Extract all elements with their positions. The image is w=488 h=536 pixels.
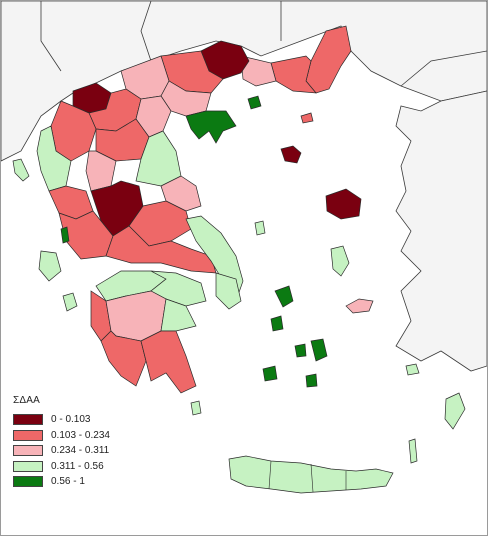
region-rodopi [270,55,317,94]
legend-swatch [13,476,43,488]
region-kefalonia [38,250,62,282]
region-kythira [190,400,202,416]
legend-swatch [13,429,43,441]
region-karpathos [408,438,418,464]
region-lesvos [325,188,362,220]
neighbour-border-lines [40,1,487,87]
legend-item: 0.103 - 0.234 [13,428,110,444]
region-thessaloniki [160,80,212,117]
region-cyclades-andros [274,285,294,308]
region-argolida [160,298,197,332]
region-samothraki [300,112,314,124]
region-lakonia [140,330,197,394]
region-chalkidiki [185,110,237,144]
region-skyros [254,220,266,236]
region-larisa [135,130,182,187]
region-limnos [280,145,302,164]
legend-label: 0.103 - 0.234 [51,429,110,441]
region-thasos [247,95,262,110]
legend-swatch [13,445,43,457]
legend-swatch [13,460,43,472]
region-cyclades-milos [262,365,278,382]
region-cyclades-paros [294,343,307,358]
region-lefkada [60,226,70,244]
legend: ΣΔΑΑ 0 - 0.103 0.103 - 0.234 0.234 - 0.311… [13,395,110,490]
legend-item: 0.56 - 1 [13,474,110,490]
region-crete [228,455,394,494]
legend-label: 0.311 - 0.56 [51,460,104,472]
region-corfu [12,158,30,182]
legend-title: ΣΔΑΑ [13,395,41,406]
legend-item: 0.234 - 0.311 [13,443,110,459]
crete-internal-borders [268,460,347,493]
legend-swatch [13,414,43,426]
region-attica [215,272,242,310]
region-xanthi-kavala [240,55,277,87]
region-rhodes [444,392,466,430]
region-samos-ikaria [345,298,374,314]
legend-label: 0 - 0.103 [51,414,91,426]
legend-item: 0.311 - 0.56 [13,459,110,475]
neighbour-turkey [395,90,487,372]
region-fokida-viotia [105,225,217,274]
region-cyclades-naxos [310,338,328,362]
region-cyclades-santorini [305,373,318,388]
legend-label: 0.234 - 0.311 [51,445,110,457]
legend-item: 0 - 0.103 [13,412,110,428]
legend-items: 0 - 0.103 0.103 - 0.234 0.234 - 0.311 0.311… [13,412,110,490]
region-kos [405,363,420,376]
legend-label: 0.56 - 1 [51,476,85,488]
region-zakynthos [62,292,78,312]
region-cyclades-syros [270,315,284,332]
region-chios [330,245,350,277]
